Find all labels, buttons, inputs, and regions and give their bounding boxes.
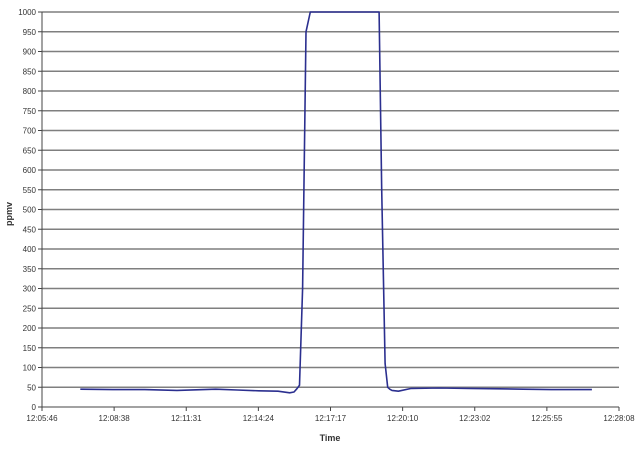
y-tick-label: 150 — [23, 344, 37, 353]
x-tick-label: 12:23:02 — [459, 414, 491, 423]
series-layer — [80, 11, 592, 394]
x-tick-label: 12:28:08 — [603, 414, 635, 423]
x-tick-label: 12:11:31 — [171, 414, 202, 423]
x-tick-label: 12:25:55 — [531, 414, 563, 423]
x-tick-label: 12:20:10 — [387, 414, 419, 423]
y-tick-label: 400 — [23, 245, 37, 254]
y-tick-label: 650 — [23, 146, 37, 155]
x-tick-label: 12:14:24 — [243, 414, 275, 423]
gridlines — [42, 11, 619, 389]
y-tick-label: 750 — [23, 107, 37, 116]
y-tick-label: 50 — [27, 383, 36, 392]
y-tick-label: 300 — [23, 285, 37, 294]
y-tick-label: 850 — [23, 67, 37, 76]
y-tick-labels: 0 50 100 150 200 250 300 350 400 450 500 550 600 650 7… — [18, 8, 36, 412]
x-tick-labels: 12:05:46 12:08:38 12:11:31 12:14:24 12:17:17… — [26, 414, 635, 423]
y-tick-label: 500 — [23, 206, 37, 215]
y-tick-label: 700 — [23, 127, 37, 136]
y-tick-label: 550 — [23, 186, 37, 195]
x-tick-label: 12:08:38 — [99, 414, 131, 423]
y-tick-label: 900 — [23, 48, 37, 57]
axes — [38, 11, 620, 411]
y-tick-label: 200 — [23, 324, 37, 333]
y-tick-label: 800 — [23, 87, 37, 96]
y-axis-title: ppmv — [4, 202, 14, 226]
y-tick-label: 250 — [23, 304, 37, 313]
x-tick-label: 12:17:17 — [315, 414, 347, 423]
y-tick-label: 350 — [23, 265, 37, 274]
y-tick-label: 1000 — [18, 8, 36, 17]
y-tick-label: 600 — [23, 166, 37, 175]
y-tick-label: 100 — [23, 364, 37, 373]
y-tick-label: 450 — [23, 225, 37, 234]
x-tick-label: 12:05:46 — [26, 414, 58, 423]
y-tick-label: 950 — [23, 28, 37, 37]
y-tick-label: 0 — [32, 403, 37, 412]
x-axis-title: Time — [320, 433, 341, 443]
series-line — [80, 11, 592, 394]
